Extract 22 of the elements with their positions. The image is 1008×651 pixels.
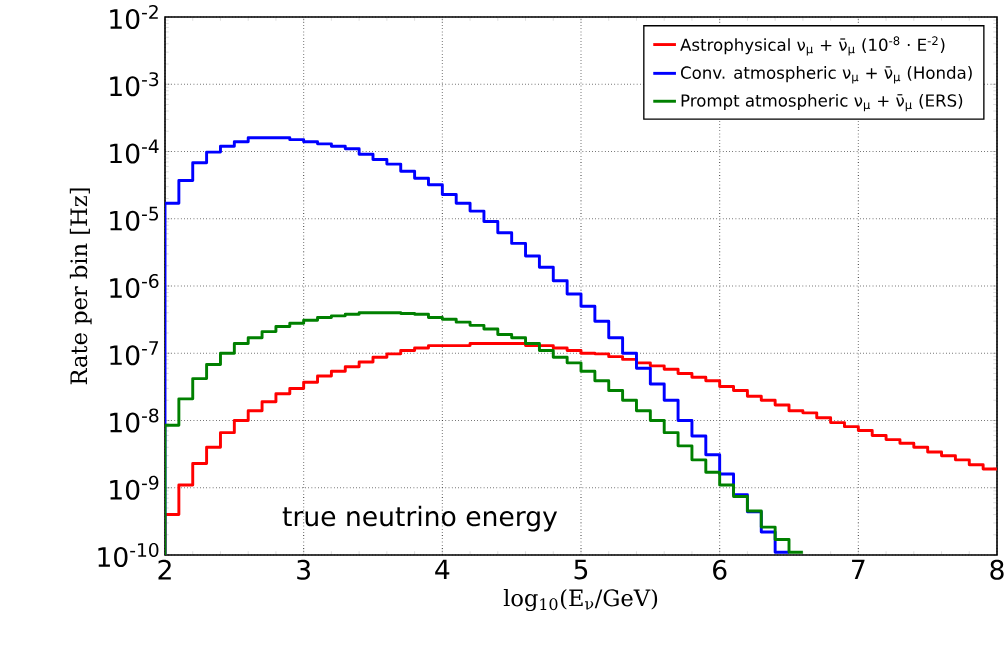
y-tick-label: 10$^{-8}$ [110,408,159,433]
text: Astrophysical ν$_{μ}$ + ν̄$_{μ}$ (10$^{-8}$ · E$^{-2}$) [680,36,945,56]
y-tick-label: 10$^{-2}$ [110,4,158,30]
y-tick-label: 10$^{-4}$ [110,139,159,164]
x-tick-label: 4 [435,559,450,580]
x-tick-label: 5 [574,559,588,580]
legend-label: Conv. atmospheric ν$_{μ}$ + ν̄$_{μ}$ (Honda) [680,66,972,84]
y-tick-label: 10$^{-9}$ [110,475,159,500]
y-tick-label: 10$^{-10}$ [98,542,159,568]
x-tick-label: 6 [713,559,727,580]
x-tick-label: 3 [297,559,310,580]
x-axis-title: log$_{10}$(E$_{ν}$/GeV) [503,588,658,612]
y-tick-label: 10$^{-7}$ [110,341,159,366]
y-axis-title: Rate per bin [Hz] [69,188,92,385]
annotation: true neutrino energy [282,505,558,532]
x-tick-label: 7 [852,559,865,580]
y-tick-label: 10$^{-5}$ [110,206,159,231]
x-tick-label: 2 [158,559,171,580]
y-tick-label: 10$^{-6}$ [110,273,159,299]
x-tick-label: 8 [990,559,1004,580]
legend-label: Prompt atmospheric ν$_{μ}$ + ν̄$_{μ}$ (ERS) [681,93,963,112]
y-tick-label: 10$^{-3}$ [110,72,159,97]
